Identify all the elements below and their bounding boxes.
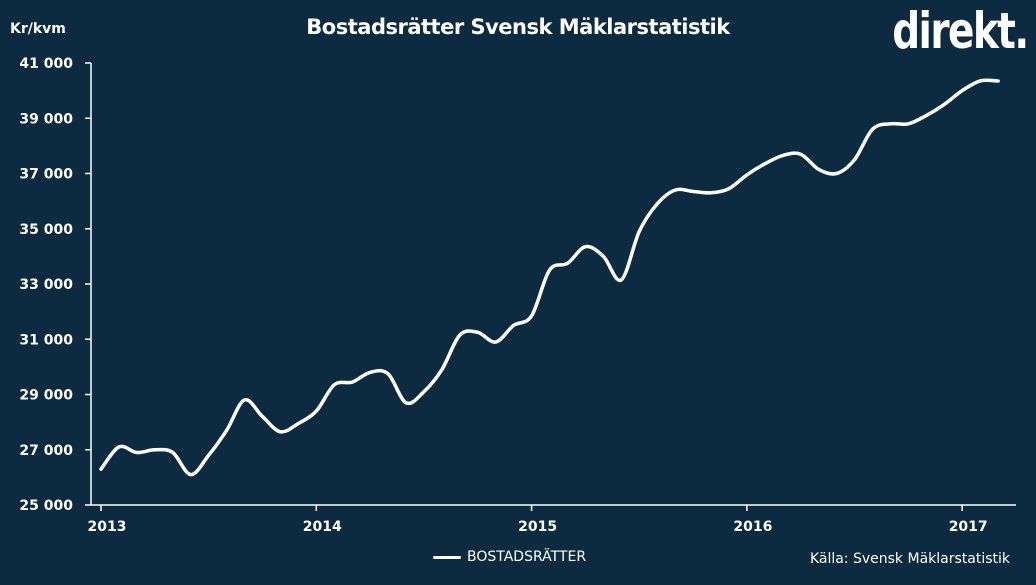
x-tick-label: 2014	[303, 519, 342, 535]
y-tick-label: 33 000	[19, 277, 73, 293]
y-tick-label: 35 000	[19, 222, 73, 238]
source-note: Källa: Svensk Mäklarstatistik	[809, 551, 1010, 567]
y-tick-label: 25 000	[19, 498, 73, 514]
x-tick-label: 2013	[88, 519, 127, 535]
x-axis-ticks: 2013 2014 2015 2016 2017	[88, 505, 988, 535]
y-axis-unit-label: Kr/kvm	[10, 21, 66, 37]
y-tick-label: 39 000	[19, 111, 73, 127]
chart-axes	[90, 63, 1016, 506]
y-tick-label: 27 000	[19, 443, 73, 459]
y-tick-label: 31 000	[19, 332, 73, 348]
chart-title: Bostadsrätter Svensk Mäklarstatistik	[306, 15, 730, 39]
y-tick-label: 37 000	[19, 167, 73, 183]
x-tick-label: 2017	[949, 519, 988, 535]
legend-label: BOSTADSRÄTTER	[467, 549, 587, 565]
direkt-logo: direkt.	[892, 2, 1030, 60]
legend-line-swatch	[433, 555, 461, 559]
series-line-bostadsratter	[99, 78, 1000, 477]
x-tick-label: 2016	[733, 519, 772, 535]
chart-legend: BOSTADSRÄTTER	[433, 549, 586, 565]
series-layer	[99, 78, 1000, 477]
y-tick-label: 29 000	[19, 388, 73, 404]
y-axis-ticks: 25 000 27 000 29 000 31 000 33 000 35 000 37 0…	[19, 56, 91, 514]
y-tick-label: 41 000	[19, 56, 73, 72]
x-tick-label: 2015	[518, 519, 557, 535]
